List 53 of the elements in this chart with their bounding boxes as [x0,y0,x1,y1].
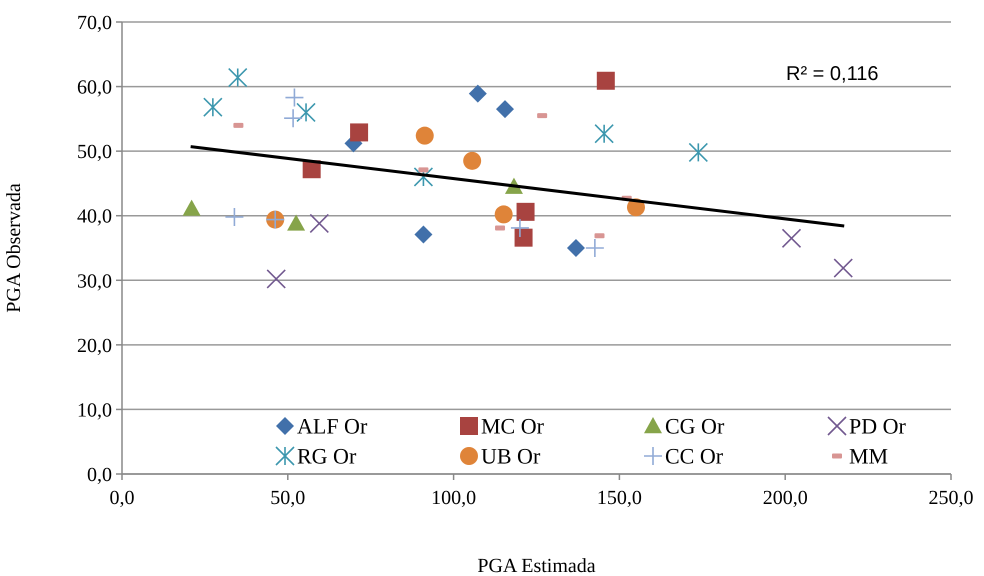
legend-label: CG Or [665,414,725,439]
y-tick-label: 20,0 [77,334,112,357]
legend-label: UB Or [481,444,541,469]
y-axis-title: PGA Observada [3,183,25,313]
point [224,207,244,227]
x-tick-label: 200,0 [762,487,808,509]
point [266,269,286,289]
point [203,97,223,118]
legend-label: ALF Or [297,414,368,439]
legend-label: MC Or [481,414,545,439]
point [350,123,368,142]
point [182,200,201,216]
annotation: R² = 0,116 [786,63,878,85]
y-tick-label: 10,0 [77,399,112,422]
x-tick-label: 250,0 [928,487,974,509]
y-tick-label: 50,0 [77,141,112,164]
point [782,228,802,248]
point [414,167,434,187]
y-tick-label: 30,0 [77,270,112,292]
point [688,142,708,162]
point [833,258,854,278]
legend-label: MM [849,444,888,469]
x-tick-label: 150,0 [596,487,642,509]
point [510,218,530,238]
point [594,124,614,144]
x-axis-title: PGA Estimada [477,555,596,576]
point [228,68,248,88]
point [516,202,535,221]
point [287,214,306,231]
point [463,152,482,170]
point [514,228,533,247]
point [296,102,316,122]
point [284,88,304,108]
x-tick-label: 100,0 [431,487,476,509]
y-tick-label: 0,0 [87,464,112,486]
point [496,100,514,118]
point [596,72,615,90]
point [416,126,434,145]
legend-label: RG Or [297,444,357,469]
y-tick-label: 40,0 [77,206,112,228]
point [283,108,303,128]
x-tick-label: 50,0 [270,487,306,509]
legend-label: PD Or [849,414,907,439]
point [468,84,487,103]
y-tick-label: 70,0 [77,12,112,34]
point [585,238,605,258]
point [310,214,330,234]
point [494,205,513,224]
x-tick-label: 0,0 [110,487,134,509]
y-tick-label: 60,0 [77,76,112,99]
point [414,225,432,244]
legend-label: CC Or [665,444,724,469]
point [566,239,585,257]
